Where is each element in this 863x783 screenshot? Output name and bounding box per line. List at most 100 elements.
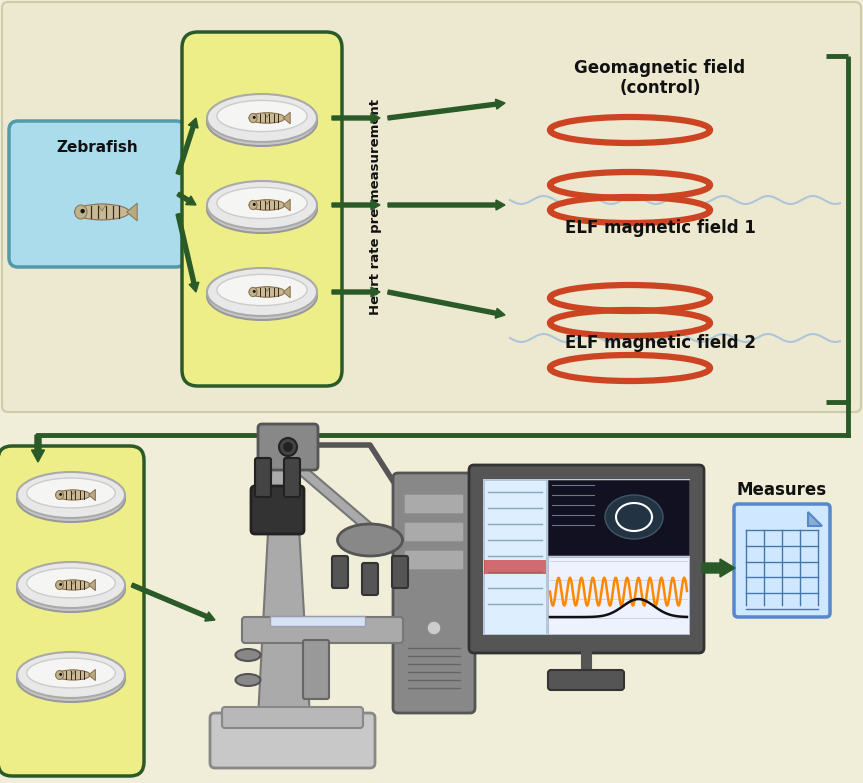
FancyArrow shape bbox=[332, 113, 380, 123]
FancyBboxPatch shape bbox=[242, 617, 403, 643]
Polygon shape bbox=[283, 287, 290, 298]
Polygon shape bbox=[89, 489, 96, 500]
FancyBboxPatch shape bbox=[2, 2, 861, 412]
Polygon shape bbox=[127, 204, 137, 221]
Ellipse shape bbox=[60, 583, 62, 586]
Ellipse shape bbox=[55, 670, 91, 680]
Ellipse shape bbox=[279, 438, 297, 456]
Text: ELF magnetic field 2: ELF magnetic field 2 bbox=[564, 334, 755, 352]
Ellipse shape bbox=[17, 566, 125, 612]
Ellipse shape bbox=[249, 114, 257, 123]
Ellipse shape bbox=[249, 200, 285, 210]
FancyBboxPatch shape bbox=[404, 522, 464, 542]
FancyBboxPatch shape bbox=[9, 121, 185, 267]
Ellipse shape bbox=[217, 274, 307, 305]
Polygon shape bbox=[264, 113, 270, 117]
FancyArrow shape bbox=[388, 200, 505, 210]
FancyArrow shape bbox=[387, 290, 505, 318]
Text: ELF magnetic field 1: ELF magnetic field 1 bbox=[564, 219, 755, 237]
FancyBboxPatch shape bbox=[404, 550, 464, 570]
Ellipse shape bbox=[55, 670, 64, 680]
FancyArrow shape bbox=[176, 214, 198, 292]
Polygon shape bbox=[283, 112, 290, 124]
Ellipse shape bbox=[249, 287, 257, 297]
Ellipse shape bbox=[249, 113, 285, 123]
FancyBboxPatch shape bbox=[222, 707, 363, 728]
Polygon shape bbox=[70, 490, 76, 494]
Polygon shape bbox=[283, 199, 290, 211]
FancyArrow shape bbox=[131, 583, 215, 621]
Ellipse shape bbox=[207, 272, 317, 320]
Ellipse shape bbox=[427, 621, 441, 635]
Ellipse shape bbox=[27, 658, 116, 688]
FancyBboxPatch shape bbox=[483, 479, 690, 635]
Ellipse shape bbox=[236, 649, 261, 661]
FancyArrow shape bbox=[177, 193, 196, 205]
FancyBboxPatch shape bbox=[484, 560, 546, 574]
FancyBboxPatch shape bbox=[251, 486, 304, 534]
FancyArrow shape bbox=[387, 99, 505, 120]
Ellipse shape bbox=[253, 290, 255, 293]
Ellipse shape bbox=[337, 524, 402, 556]
Polygon shape bbox=[98, 204, 106, 211]
Ellipse shape bbox=[75, 204, 129, 220]
FancyBboxPatch shape bbox=[362, 563, 378, 595]
Polygon shape bbox=[70, 580, 76, 584]
Ellipse shape bbox=[207, 181, 317, 229]
Text: Zebrafish: Zebrafish bbox=[56, 140, 138, 156]
Ellipse shape bbox=[217, 100, 307, 132]
Ellipse shape bbox=[207, 268, 317, 316]
Ellipse shape bbox=[17, 652, 125, 698]
Ellipse shape bbox=[207, 185, 317, 233]
Ellipse shape bbox=[253, 203, 255, 206]
Ellipse shape bbox=[60, 493, 62, 496]
Polygon shape bbox=[264, 287, 270, 291]
FancyBboxPatch shape bbox=[284, 458, 300, 497]
FancyArrow shape bbox=[176, 118, 198, 175]
Ellipse shape bbox=[217, 187, 307, 218]
Ellipse shape bbox=[60, 673, 62, 676]
FancyBboxPatch shape bbox=[548, 670, 624, 690]
Ellipse shape bbox=[17, 562, 125, 608]
Polygon shape bbox=[89, 669, 96, 680]
Ellipse shape bbox=[80, 209, 85, 213]
Ellipse shape bbox=[236, 674, 261, 686]
FancyBboxPatch shape bbox=[210, 713, 375, 768]
FancyArrow shape bbox=[332, 287, 380, 297]
Ellipse shape bbox=[249, 200, 257, 210]
Ellipse shape bbox=[55, 580, 91, 590]
FancyBboxPatch shape bbox=[548, 480, 689, 555]
Text: Measures: Measures bbox=[737, 481, 827, 499]
FancyArrow shape bbox=[332, 200, 380, 210]
FancyBboxPatch shape bbox=[182, 32, 342, 386]
Polygon shape bbox=[280, 458, 385, 535]
FancyBboxPatch shape bbox=[392, 556, 408, 588]
FancyBboxPatch shape bbox=[332, 556, 348, 588]
Ellipse shape bbox=[249, 287, 285, 298]
Polygon shape bbox=[264, 200, 270, 204]
Ellipse shape bbox=[55, 490, 64, 500]
FancyBboxPatch shape bbox=[255, 458, 271, 497]
Ellipse shape bbox=[55, 490, 91, 500]
Ellipse shape bbox=[207, 98, 317, 146]
FancyBboxPatch shape bbox=[404, 494, 464, 514]
FancyBboxPatch shape bbox=[270, 616, 365, 626]
Ellipse shape bbox=[207, 94, 317, 142]
Ellipse shape bbox=[17, 476, 125, 522]
Ellipse shape bbox=[605, 495, 663, 539]
Ellipse shape bbox=[253, 116, 255, 119]
FancyBboxPatch shape bbox=[303, 640, 329, 699]
Ellipse shape bbox=[55, 580, 64, 590]
FancyBboxPatch shape bbox=[548, 557, 689, 634]
FancyBboxPatch shape bbox=[258, 424, 318, 470]
FancyArrow shape bbox=[702, 559, 735, 577]
Polygon shape bbox=[808, 512, 822, 526]
Text: Geomagnetic field
(control): Geomagnetic field (control) bbox=[575, 59, 746, 97]
FancyBboxPatch shape bbox=[393, 473, 475, 713]
Ellipse shape bbox=[27, 478, 116, 508]
Ellipse shape bbox=[17, 472, 125, 518]
Polygon shape bbox=[70, 670, 76, 674]
FancyArrow shape bbox=[32, 435, 45, 462]
Polygon shape bbox=[258, 458, 310, 718]
FancyBboxPatch shape bbox=[734, 504, 830, 617]
